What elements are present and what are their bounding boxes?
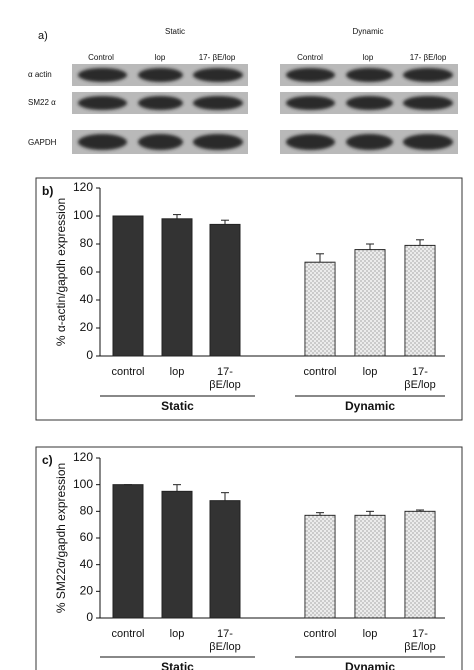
chart-frame [35,177,463,421]
bar-pattern [355,515,385,618]
y-tick-label: 0 [86,610,93,624]
group-label: Dynamic [352,27,383,36]
y-tick-label: 20 [80,584,94,598]
panel-label: c) [42,453,53,467]
bar [209,500,241,619]
blot-band [138,96,183,110]
lane-label: lop [155,53,166,62]
bar-pattern [305,262,335,356]
row-label: α actin [28,70,52,79]
y-tick-label: 80 [80,504,94,518]
y-tick-label: 80 [80,236,94,250]
chart-frame [35,446,463,670]
error-bar [173,484,181,492]
blot-band [346,68,393,82]
error-bar [221,219,229,225]
y-tick-label: 120 [73,180,93,194]
charts: b)% α-actin/gapdh expression 0 20 40 60 80 100… [35,177,463,670]
lane-label: 17- βE/lop [410,53,447,62]
blot-band [403,96,453,110]
error-bar [316,512,324,516]
blot-band [193,134,243,150]
y-tick-label: 60 [80,530,94,544]
bar [161,218,193,357]
lane-label: Control [297,53,323,62]
row-label: GAPDH [28,138,57,147]
error-bar [173,214,181,219]
blot-band [286,134,335,150]
x-tick-label: 17-βE/lop [209,628,240,653]
group-label: Static [161,660,194,670]
lane-label: lop [363,53,374,62]
y-tick-label: 0 [86,348,93,362]
bar [161,490,193,619]
blot-panel: a) Static Dynamic Control lop 17- βE/lop… [28,27,458,154]
y-tick-label: 40 [80,292,94,306]
blot-band [346,96,393,110]
y-axis-label: % α-actin/gapdh expression [54,198,68,346]
x-tick-label: lop [170,628,185,640]
y-tick-label: 60 [80,264,94,278]
blot-band [193,96,243,110]
group-label: Dynamic [345,660,395,670]
x-tick-label: 17-βE/lop [404,628,435,653]
lane-label: 17- βE/lop [199,53,236,62]
error-bar [416,509,424,512]
blot-band [138,134,183,150]
x-tick-label: control [111,628,144,640]
bar-pattern [405,245,435,356]
x-tick-label: 17-βE/lop [209,366,240,391]
panel-label: a) [38,30,48,42]
blot-band [286,68,335,82]
panel-label: b) [42,184,53,198]
blot-band [138,68,183,82]
x-tick-label: lop [363,366,378,378]
blot-band [403,68,453,82]
x-tick-label: lop [363,628,378,640]
bar [112,484,144,619]
row-label: SM22 α [28,98,56,107]
bar-pattern [305,515,335,618]
y-axis-label: % SM22α/gapdh expression [54,463,68,613]
blot-band [78,96,127,110]
x-tick-label: lop [170,366,185,378]
x-tick-label: control [303,628,336,640]
y-tick-label: 40 [80,557,94,571]
group-label: Dynamic [345,399,395,413]
blot-band [346,134,393,150]
error-bar [316,253,324,263]
bar [209,223,241,357]
bar-pattern [355,249,385,356]
x-tick-label: control [111,366,144,378]
y-tick-label: 100 [73,477,93,491]
y-tick-label: 100 [73,208,93,222]
blot-band [403,134,453,150]
error-bar [366,243,374,250]
x-tick-label: 17-βE/lop [404,366,435,391]
blot-band [78,134,127,150]
error-bar [221,492,229,501]
error-bar [366,510,374,516]
lane-label: Control [88,53,114,62]
y-tick-label: 20 [80,320,94,334]
group-label: Static [165,27,185,36]
bar [112,215,144,357]
blot-band [286,96,335,110]
blot-band [78,68,127,82]
group-label: Static [161,399,194,413]
blot-bands [72,64,458,154]
x-tick-label: control [303,366,336,378]
error-bar [416,239,424,246]
y-tick-label: 120 [73,450,93,464]
bar-pattern [405,511,435,618]
blot-band [193,68,243,82]
